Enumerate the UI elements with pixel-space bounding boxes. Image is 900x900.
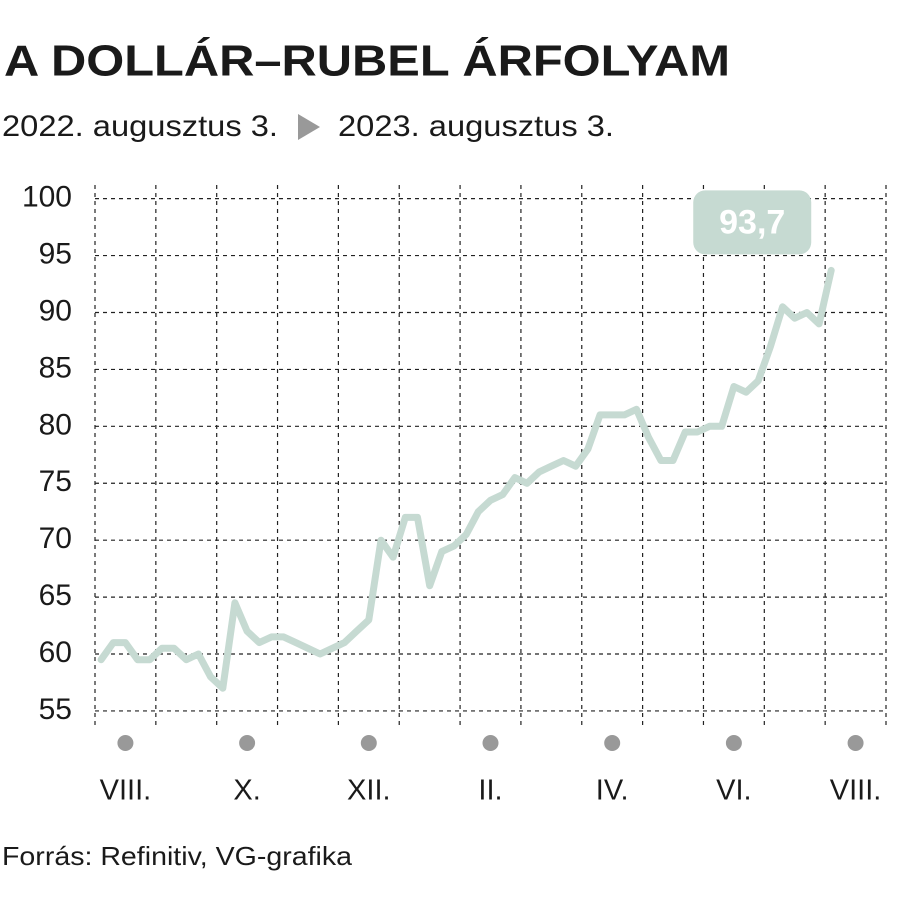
x-tick-label: IV. [596,775,629,807]
y-tick-label: 100 [22,181,72,214]
subtitle: 2022. augusztus 3. [2,110,278,143]
month-dot [604,735,621,751]
y-tick-label: 55 [39,693,72,726]
y-tick-label: 80 [39,408,72,441]
month-dot [239,735,256,751]
value-label-box [693,190,812,255]
x-tick-label: VI. [716,775,751,807]
subtitle: 2023. augusztus 3. [338,110,614,143]
y-tick-label: 65 [39,579,72,612]
month-dot [360,735,377,751]
month-dot [725,735,742,751]
y-tick-label: 90 [39,294,72,327]
chart-title: A DOLLÁR–RUBEL ÁRFOLYAM [4,36,730,86]
x-tick-label: VIII. [100,775,152,807]
value-label: 93,7 [719,203,785,241]
x-tick-label: XII. [347,775,391,807]
y-tick-label: 60 [39,636,72,669]
y-tick-label: 85 [39,351,72,384]
month-dot [847,735,864,751]
x-tick-label: X. [233,775,260,807]
y-tick-label: 95 [39,238,72,271]
month-dot [482,735,499,751]
y-tick-label: 75 [39,465,72,498]
x-tick-label: II. [478,775,502,807]
source: Forrás: Refinitiv, VG-grafika [2,841,353,871]
x-tick-label: VIII. [830,775,882,807]
y-tick-label: 70 [39,522,72,555]
arrow-icon [298,114,320,140]
month-dot [117,735,134,751]
data-line [97,266,835,692]
